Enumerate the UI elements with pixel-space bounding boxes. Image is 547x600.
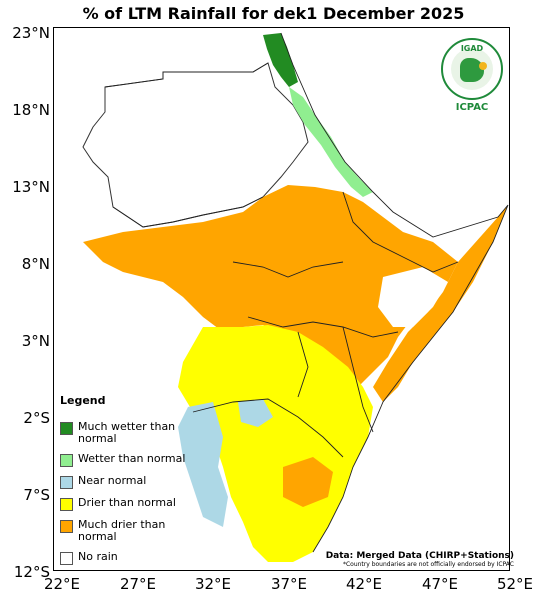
country-boundaries: [104, 62, 459, 458]
lon-label-42e: 42°E: [345, 575, 383, 593]
lat-label-2s: 2°S: [23, 409, 50, 427]
lon-label-37e: 37°E: [270, 575, 308, 593]
region-near-normal-west: [178, 402, 228, 527]
legend-item-near-normal: Near normal: [60, 475, 198, 489]
legend-swatch-near-normal: [60, 476, 73, 489]
lat-label-18n: 18°N: [12, 101, 50, 119]
disclaimer: *Country boundaries are not officially e…: [342, 561, 514, 568]
map-title: % of LTM Rainfall for dek1 December 2025: [82, 4, 465, 23]
legend: Legend Much wetter than normal Wetter th…: [60, 394, 198, 573]
legend-swatch-drier: [60, 498, 73, 511]
lat-label-7s: 7°S: [23, 486, 50, 504]
lat-label-23n: 23°N: [12, 24, 50, 42]
logo-emblem: IGAD: [441, 38, 503, 100]
data-source: Data: Merged Data (CHIRP+Stations): [325, 551, 514, 561]
legend-label: Near normal: [78, 474, 147, 487]
rainfall-map: [82, 32, 509, 562]
legend-item-much-drier: Much drier than normal: [60, 519, 198, 543]
legend-title: Legend: [60, 394, 106, 407]
data-note: Data: Merged Data (CHIRP+Stations) *Coun…: [326, 551, 514, 568]
region-much-wetter-redsea: [263, 33, 298, 87]
igad-logo: IGAD ICPAC: [441, 38, 503, 113]
lon-label-52e: 52°E: [496, 575, 534, 593]
legend-swatch-much-drier: [60, 520, 73, 533]
logo-sun-icon: [479, 62, 487, 70]
legend-label: Drier than normal: [78, 496, 176, 509]
region-no-rain-east: [378, 267, 448, 327]
legend-swatch-wetter: [60, 454, 73, 467]
legend-label: Wetter than normal: [78, 452, 186, 465]
region-much-drier-tanzania: [283, 457, 333, 507]
legend-swatch-much-wetter: [60, 422, 73, 435]
region-drier-east: [178, 325, 373, 562]
region-near-normal-lake: [238, 399, 273, 427]
legend-item-no-rain: No rain: [60, 551, 198, 565]
lon-label-32e: 32°E: [194, 575, 232, 593]
lon-label-47e: 47°E: [421, 575, 459, 593]
coastline: [280, 32, 509, 553]
lat-label-3n: 3°N: [21, 332, 50, 350]
legend-item-wetter: Wetter than normal: [60, 453, 198, 467]
region-much-drier-somalia: [373, 205, 508, 402]
region-wetter-redsea: [289, 87, 373, 197]
lat-label-12s: 12°S: [13, 563, 50, 581]
lon-label-22e: 22°E: [43, 575, 81, 593]
lat-label-13n: 13°N: [12, 178, 50, 196]
lon-label-27e: 27°E: [119, 575, 157, 593]
legend-item-drier: Drier than normal: [60, 497, 198, 511]
legend-label: Much drier than normal: [78, 518, 166, 543]
legend-swatch-no-rain: [60, 552, 73, 565]
lat-label-8n: 8°N: [21, 255, 50, 273]
logo-name: ICPAC: [455, 102, 489, 113]
logo-acronym: IGAD: [460, 44, 484, 53]
legend-item-much-wetter: Much wetter than normal: [60, 421, 198, 445]
legend-label: Much wetter than normal: [78, 420, 176, 445]
legend-label: No rain: [78, 550, 118, 563]
region-much-drier-main: [83, 185, 458, 387]
